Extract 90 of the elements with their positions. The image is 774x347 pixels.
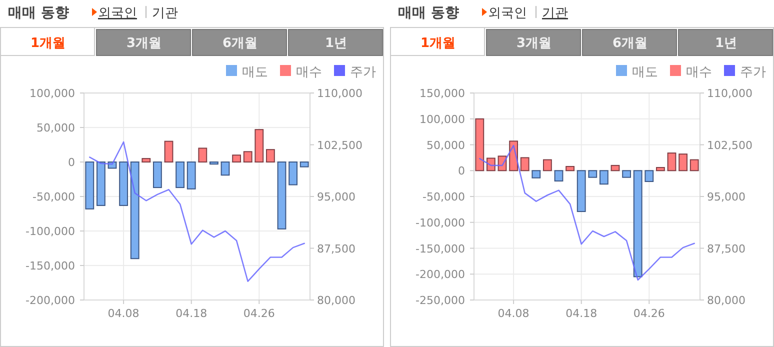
text: 3개월 xyxy=(126,36,162,51)
bar xyxy=(164,140,174,162)
y2-tick-label: 95,000 xyxy=(317,190,356,204)
text: 1년 xyxy=(324,36,348,51)
bar xyxy=(644,170,654,182)
y-tick-label: -50,000 xyxy=(32,190,75,204)
bar xyxy=(243,151,252,162)
bar xyxy=(266,149,275,162)
bar xyxy=(277,162,286,230)
y-tick-label: 50,000 xyxy=(36,122,75,134)
legend-label: 주가 xyxy=(350,65,376,80)
bar xyxy=(232,154,242,162)
bar xyxy=(576,170,586,212)
chart-title: 매매 동향 xyxy=(8,5,69,21)
legend-label: 매도 xyxy=(632,65,658,80)
line-series xyxy=(89,141,305,282)
y-tick-label: -100,000 xyxy=(416,216,465,230)
chart-title: 매매 동향 xyxy=(398,5,459,21)
y-tick-label: 50,000 xyxy=(426,138,465,152)
bar xyxy=(254,129,264,162)
legend-label: 주가 xyxy=(740,65,766,80)
y2-tick-label: 102,500 xyxy=(317,138,362,152)
text: 6개월 xyxy=(222,36,258,51)
y-tick-label: -100,000 xyxy=(26,225,75,238)
text: 1년 xyxy=(714,36,738,51)
x-tick-label: 04.18 xyxy=(566,307,598,320)
bar xyxy=(622,170,632,178)
text: 3개월 xyxy=(516,36,552,51)
bar xyxy=(142,158,151,162)
bar xyxy=(678,154,688,172)
bar xyxy=(300,162,309,168)
y2-tick-label: 80,000 xyxy=(707,294,746,307)
x-tick-label: 04.08 xyxy=(498,307,530,320)
y2-tick-label: 87,500 xyxy=(317,242,356,256)
bar xyxy=(209,162,218,165)
y2-tick-label: 110,000 xyxy=(317,87,362,100)
text: 1개월 xyxy=(420,36,456,51)
bar xyxy=(566,166,575,172)
text: 기관 xyxy=(152,6,178,21)
text: 6개월 xyxy=(612,36,648,51)
bar xyxy=(690,159,699,172)
bar xyxy=(130,162,140,260)
x-tick-label: 04.18 xyxy=(176,307,208,320)
bar xyxy=(152,162,162,188)
y-tick-label: 0 xyxy=(68,156,75,169)
y2-tick-label: 80,000 xyxy=(317,294,356,307)
line-series xyxy=(479,144,695,281)
y2-tick-label: 95,000 xyxy=(707,190,746,204)
text: 1개월 xyxy=(30,36,66,51)
bar xyxy=(656,167,665,172)
bar xyxy=(532,170,541,178)
bar xyxy=(119,162,128,206)
x-tick-label: 04.26 xyxy=(243,307,275,320)
y-tick-label: -250,000 xyxy=(416,294,465,307)
legend-label: 매도 xyxy=(242,65,268,80)
bar xyxy=(198,148,208,162)
bar xyxy=(220,162,230,176)
y-tick-label: 150,000 xyxy=(420,87,465,100)
x-tick-label: 04.08 xyxy=(108,307,140,320)
y-tick-label: -200,000 xyxy=(26,294,75,307)
y-tick-label: -150,000 xyxy=(26,260,75,272)
y-tick-label: -150,000 xyxy=(416,242,465,256)
y2-tick-label: 87,500 xyxy=(707,242,746,256)
text: 외국인 xyxy=(488,6,527,21)
bar xyxy=(520,157,530,172)
bar xyxy=(588,170,598,178)
legend-label: 매수 xyxy=(686,65,712,80)
bar xyxy=(85,162,94,210)
bar xyxy=(96,162,106,206)
y2-tick-label: 110,000 xyxy=(707,87,752,100)
bar xyxy=(599,170,608,185)
bar xyxy=(475,118,484,172)
y-tick-label: 100,000 xyxy=(420,112,465,126)
y2-tick-label: 102,500 xyxy=(707,138,752,152)
bar xyxy=(288,162,298,186)
y-tick-label: -50,000 xyxy=(422,190,465,204)
bar xyxy=(610,164,620,172)
x-tick-label: 04.26 xyxy=(633,307,665,320)
text: 기관 xyxy=(542,6,568,21)
text: 외국인 xyxy=(98,6,137,21)
bar xyxy=(542,159,552,172)
bar xyxy=(633,170,642,278)
y-tick-label: -200,000 xyxy=(416,268,465,282)
bar xyxy=(667,152,676,172)
bar xyxy=(554,170,564,182)
bar xyxy=(176,162,185,188)
y-tick-label: 100,000 xyxy=(30,87,75,100)
bar xyxy=(186,162,196,190)
y-tick-label: 0 xyxy=(458,164,465,178)
legend-label: 매수 xyxy=(296,65,322,80)
